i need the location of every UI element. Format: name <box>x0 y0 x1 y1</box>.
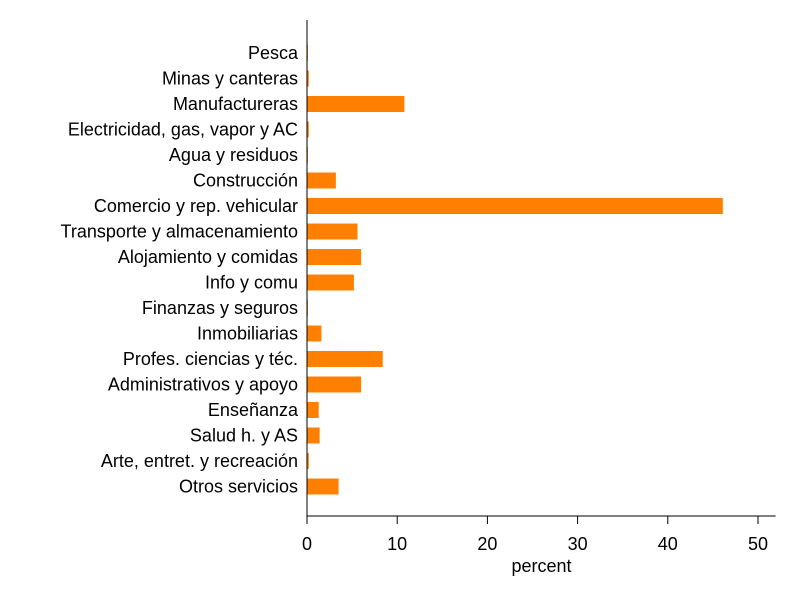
x-tick-label: 30 <box>568 534 588 554</box>
bar <box>307 325 322 342</box>
category-label: Inmobiliarias <box>197 324 298 344</box>
x-tick-label: 20 <box>477 534 497 554</box>
bar <box>307 427 320 444</box>
bar <box>307 223 358 240</box>
category-label: Enseñanza <box>208 400 299 420</box>
bar <box>307 172 336 189</box>
category-label: Alojamiento y comidas <box>118 247 298 267</box>
bar <box>307 198 723 214</box>
bar <box>307 478 339 495</box>
category-label: Otros servicios <box>179 477 298 497</box>
bar <box>307 70 309 87</box>
bar <box>307 249 362 265</box>
x-ticks-group: 0 10 20 30 40 50 <box>302 516 768 554</box>
category-labels-group: Pesca Minas y canteras Manufactureras Elect… <box>61 43 299 497</box>
bars-group <box>307 45 723 495</box>
bar <box>307 96 405 112</box>
category-label: Salud h. y AS <box>190 426 298 446</box>
category-label: Comercio y rep. vehicular <box>94 196 298 216</box>
category-label: Minas y canteras <box>162 69 298 89</box>
category-label: Pesca <box>248 43 299 63</box>
bar <box>307 376 362 393</box>
x-tick-label: 40 <box>658 534 678 554</box>
category-label: Info y comu <box>205 273 298 293</box>
category-label: Finanzas y seguros <box>142 298 298 318</box>
x-axis-title: percent <box>511 556 571 576</box>
category-label: Construcción <box>193 171 298 191</box>
bar <box>307 453 309 469</box>
bar <box>307 274 354 291</box>
bar <box>307 402 319 418</box>
category-label: Transporte y almacenamiento <box>61 222 298 242</box>
category-label: Agua y residuos <box>169 145 298 165</box>
bar <box>307 121 309 138</box>
bar <box>307 351 383 367</box>
x-tick-label: 0 <box>302 534 312 554</box>
x-tick-label: 10 <box>387 534 407 554</box>
category-label: Electricidad, gas, vapor y AC <box>68 120 298 140</box>
category-label: Manufactureras <box>173 94 298 114</box>
x-tick-label: 50 <box>748 534 768 554</box>
category-label: Profes. ciencias y téc. <box>123 349 298 369</box>
category-label: Arte, entret. y recreación <box>101 451 298 471</box>
category-label: Administrativos y apoyo <box>108 375 298 395</box>
